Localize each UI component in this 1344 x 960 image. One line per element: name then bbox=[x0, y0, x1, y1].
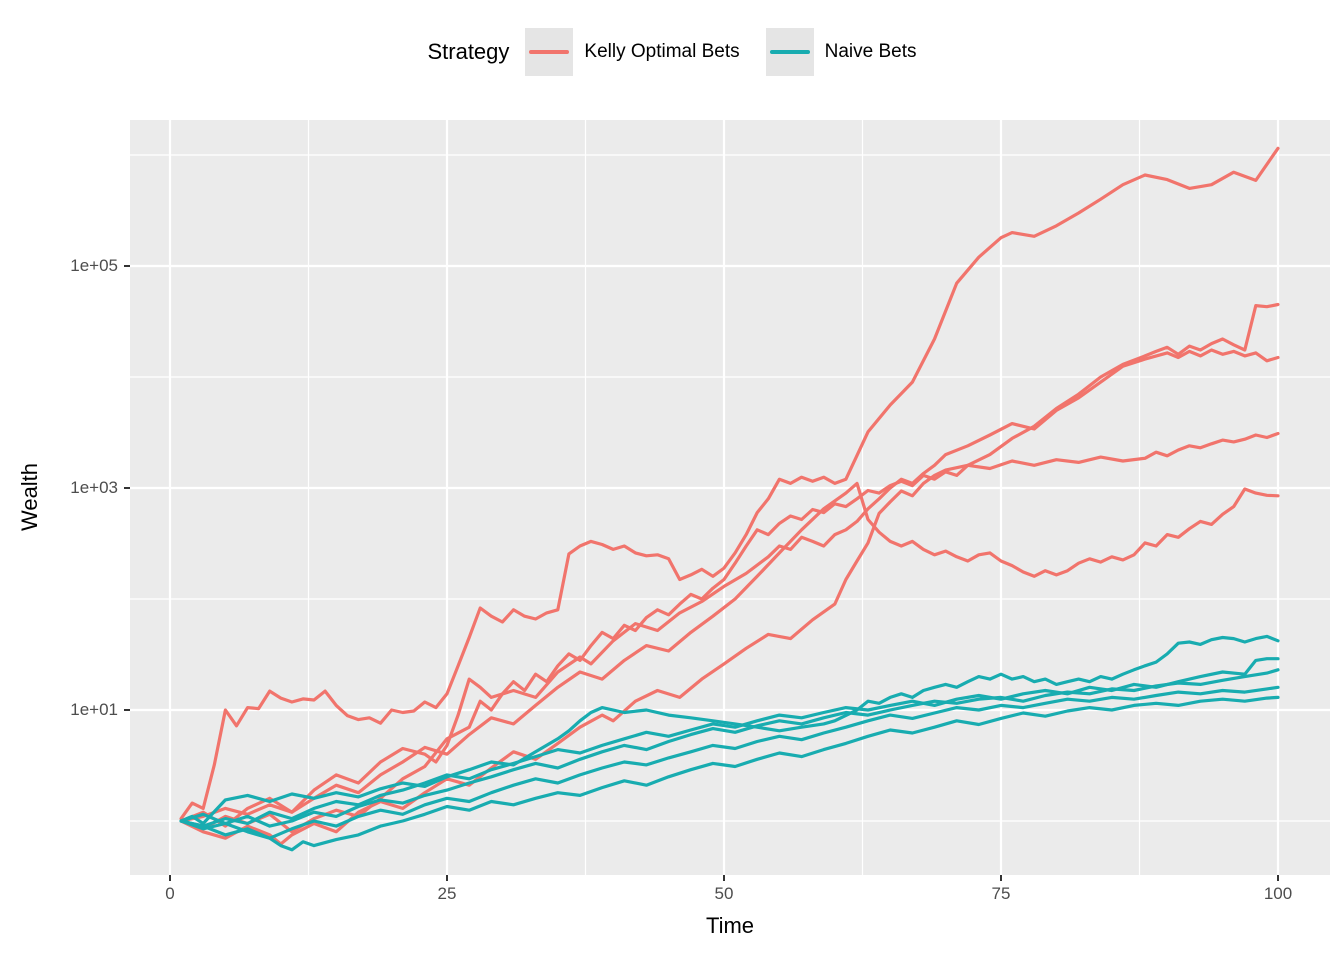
series-line-naive-4 bbox=[179, 685, 1280, 840]
legend-label-naive: Naive Bets bbox=[824, 41, 917, 62]
legend-title: Strategy bbox=[427, 39, 510, 64]
legend-key-kelly bbox=[525, 28, 574, 76]
legend: Strategy Kelly Optimal Bets Naive Bets bbox=[0, 28, 1344, 76]
plot-panel bbox=[130, 120, 1330, 875]
series-line-naive-3 bbox=[179, 668, 1280, 828]
x-tick-label-100: 100 bbox=[1263, 884, 1293, 903]
x-tick-label-25: 25 bbox=[437, 884, 457, 903]
legend-label-kelly: Kelly Optimal Bets bbox=[584, 41, 740, 62]
series-line-kelly-3 bbox=[179, 348, 1280, 828]
legend-item-naive: Naive Bets bbox=[765, 28, 917, 76]
y-tick-label-1e+03: 1e+03 bbox=[70, 478, 118, 497]
legend-item-kelly: Kelly Optimal Bets bbox=[525, 28, 740, 76]
series-line-kelly-4 bbox=[179, 431, 1280, 846]
series-line-naive-1 bbox=[179, 634, 1280, 826]
naive-line-swatch-icon bbox=[769, 50, 810, 54]
x-tick-label-75: 75 bbox=[991, 884, 1011, 903]
series-line-kelly-2 bbox=[179, 302, 1280, 834]
y-tick-label-1e+01: 1e+01 bbox=[70, 700, 118, 719]
legend-key-naive bbox=[765, 28, 814, 76]
x-tick-label-0: 0 bbox=[165, 884, 175, 903]
x-axis-title: Time bbox=[705, 913, 755, 938]
series-line-kelly-5 bbox=[179, 481, 1280, 823]
kelly-line-swatch-icon bbox=[529, 50, 570, 54]
series-line-naive-2 bbox=[179, 657, 1280, 828]
series-line-naive-5 bbox=[179, 695, 1280, 852]
x-tick-label-50: 50 bbox=[714, 884, 734, 903]
series-line-kelly-1 bbox=[179, 146, 1280, 821]
y-tick-label-1e+05: 1e+05 bbox=[70, 256, 118, 275]
